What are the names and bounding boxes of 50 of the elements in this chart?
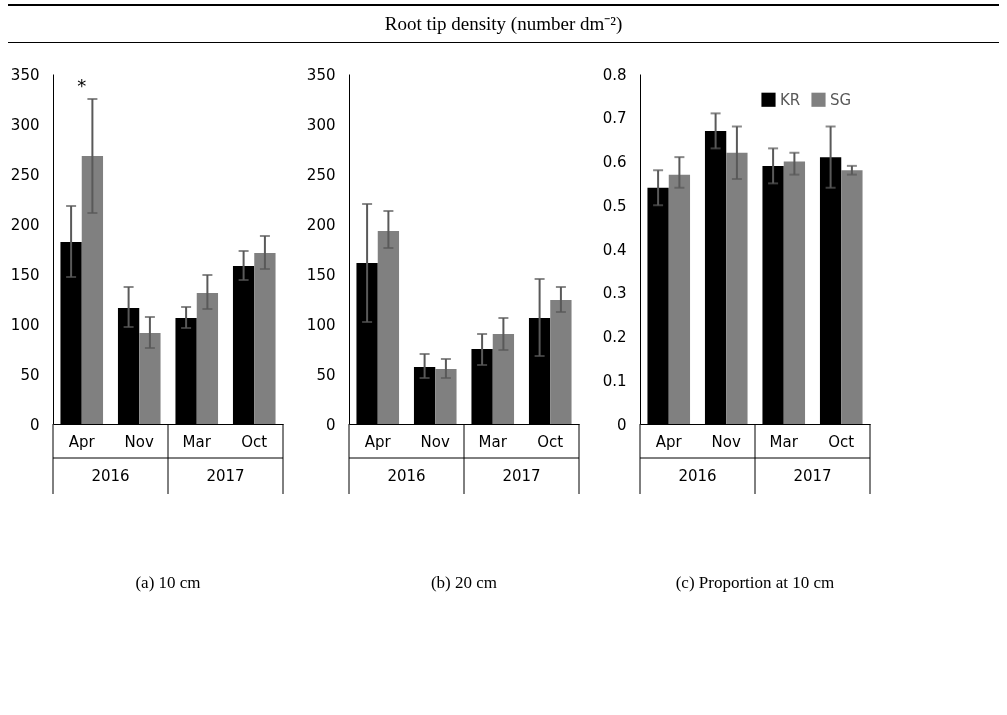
- y-tick-label: 0: [29, 415, 40, 434]
- x-tick-label: Nov: [420, 432, 451, 451]
- y-tick-label: 150: [306, 265, 336, 284]
- x-tick-label: Apr: [655, 432, 683, 451]
- y-tick-label: 0.1: [602, 371, 627, 390]
- y-tick-label: 0: [325, 415, 336, 434]
- text: 2016: [91, 467, 130, 485]
- x-tick-label: Oct: [828, 432, 855, 451]
- y-tick-label: 0.7: [602, 109, 627, 128]
- y-tick-label: 0.4: [602, 240, 627, 259]
- legend-label: SG: [830, 90, 852, 109]
- y-tick-label: 200: [10, 215, 40, 234]
- text: Root tip density (number dm⁻²): [8, 4, 999, 43]
- x-tick-label: Apr: [364, 432, 392, 451]
- y-tick-label: 300: [306, 115, 336, 134]
- y-tick-label: 50: [20, 365, 40, 384]
- text: 2017: [206, 467, 245, 485]
- text: (b) 20 cm: [430, 572, 498, 592]
- y-tick-label: 0.5: [602, 196, 627, 215]
- x-tick-label: Nov: [124, 432, 155, 451]
- y-tick-label: 0.6: [602, 153, 627, 171]
- text: (c) Proportion at 10 cm: [675, 572, 835, 592]
- x-tick-label: Apr: [68, 432, 96, 451]
- y-tick-label: 200: [306, 215, 336, 234]
- text: 2017: [793, 467, 832, 485]
- text: 2016: [678, 467, 717, 485]
- y-tick-label: 100: [10, 315, 40, 334]
- y-tick-label: 0.2: [602, 328, 627, 346]
- y-tick-label: 0.3: [602, 284, 627, 303]
- y-tick-label: 350: [306, 65, 336, 84]
- text: (a) 10 cm: [135, 572, 201, 592]
- y-tick-label: 350: [10, 65, 40, 84]
- y-tick-label: 150: [10, 265, 40, 284]
- y-tick-label: 50: [316, 365, 336, 384]
- x-tick-label: Oct: [537, 432, 564, 451]
- x-tick-label: Nov: [711, 432, 742, 451]
- legend-label: KR: [780, 90, 801, 109]
- x-tick-label: Mar: [182, 432, 212, 451]
- text: 2016: [387, 467, 426, 485]
- x-tick-label: Mar: [478, 432, 508, 451]
- y-tick-label: 300: [10, 115, 40, 134]
- y-tick-label: 250: [10, 165, 40, 184]
- annotation: *: [77, 75, 87, 96]
- x-tick-label: Oct: [241, 432, 268, 451]
- text: 2017: [502, 467, 541, 485]
- y-tick-label: 250: [306, 165, 336, 184]
- y-tick-label: 0.8: [602, 65, 627, 84]
- y-tick-label: 0: [616, 415, 627, 434]
- y-tick-label: 100: [306, 315, 336, 334]
- x-tick-label: Mar: [769, 432, 799, 451]
